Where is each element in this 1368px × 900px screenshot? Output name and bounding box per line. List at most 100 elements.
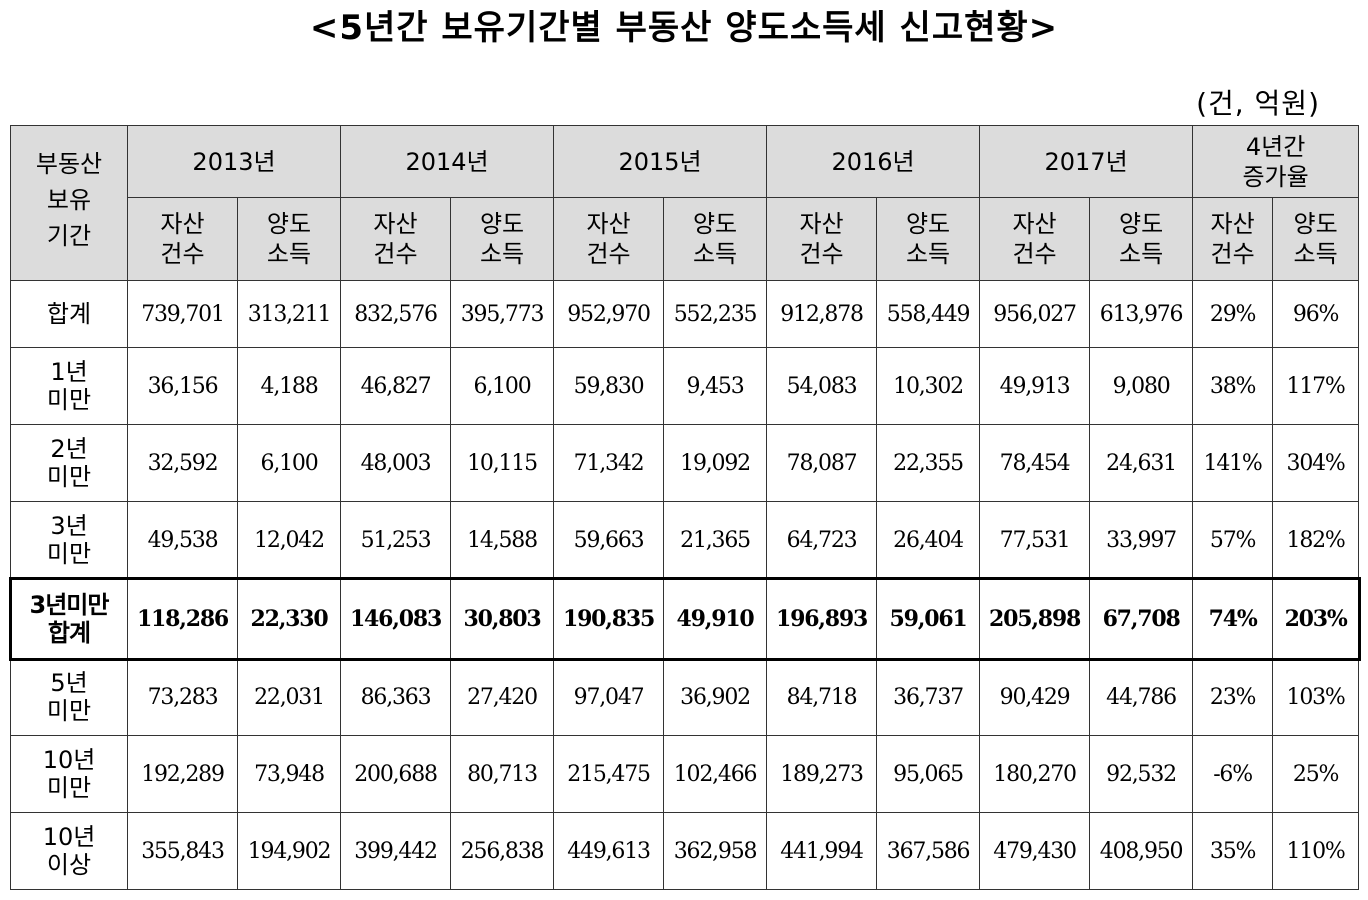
transfer-income-cell: 30,803 [450, 578, 555, 659]
row-label: 합계 [10, 280, 128, 348]
subheader-line: 양도 [692, 210, 738, 238]
row-label-line: 2년 [50, 435, 88, 463]
asset-count-cell: 49,913 [979, 347, 1091, 425]
growth-rate-cell: 117% [1272, 347, 1360, 425]
asset-count-cell: 59,830 [553, 347, 665, 425]
growth-rate-cell: 304% [1272, 424, 1360, 502]
table-header: 부동산 보유 기간 2013년 2014년 2015년 2016년 2017년 … [10, 125, 1360, 281]
subheader-line: 소득 [905, 240, 951, 268]
header-growth-rate-line: 증가율 [1242, 162, 1309, 191]
asset-count-cell: 73,283 [127, 658, 238, 736]
asset-count-cell: 449,613 [553, 812, 665, 890]
subheader-line: 자산 [586, 210, 631, 238]
transfer-income-cell: 9,453 [663, 347, 768, 425]
transfer-income-cell: 102,466 [663, 735, 768, 813]
asset-count-cell: 97,047 [553, 658, 665, 736]
table-row: 1년 미만 36,156 4,188 46,827 6,100 59,830 9,453 54,… [10, 347, 1360, 425]
header-holding-period-line: 보유 [46, 186, 92, 214]
asset-count-cell: 146,083 [340, 578, 452, 659]
subheader-transfer-income: 양도 소득 [663, 197, 768, 281]
transfer-income-cell: 558,449 [876, 280, 981, 348]
asset-count-cell: 215,475 [553, 735, 665, 813]
asset-count-cell: 739,701 [127, 280, 238, 348]
transfer-income-cell: 36,902 [663, 658, 768, 736]
asset-count-cell: 48,003 [340, 424, 452, 502]
subheader-line: 양도 [479, 210, 525, 238]
subheader-line: 건수 [1210, 240, 1255, 268]
growth-rate-cell: 141% [1192, 424, 1274, 502]
subheader-line: 양도 [1293, 210, 1338, 238]
asset-count-cell: 64,723 [766, 501, 878, 579]
growth-rate-cell: 203% [1272, 578, 1360, 659]
row-label-line: 5년 [50, 669, 88, 697]
subheader-line: 자산 [1012, 210, 1057, 238]
asset-count-cell: 441,994 [766, 812, 878, 890]
table-row: 5년 미만 73,283 22,031 86,363 27,420 97,047 36,902… [10, 658, 1360, 736]
asset-count-cell: 180,270 [979, 735, 1091, 813]
report-table-container: 부동산 보유 기간 2013년 2014년 2015년 2016년 2017년 … [8, 125, 1361, 890]
growth-rate-cell: 110% [1272, 812, 1360, 890]
header-year-2017: 2017년 [979, 125, 1194, 198]
table-body: 합계 739,701 313,211 832,576 395,773 952,970 552… [8, 280, 1361, 890]
transfer-income-cell: 73,948 [236, 735, 342, 813]
transfer-income-cell: 67,708 [1089, 578, 1194, 659]
header-growth-rate-line: 4년간 [1245, 132, 1306, 161]
asset-count-cell: 78,454 [979, 424, 1091, 502]
subheader-line: 자산 [160, 210, 205, 238]
transfer-income-cell: 14,588 [450, 501, 555, 579]
asset-count-cell: 54,083 [766, 347, 878, 425]
growth-rate-cell: 35% [1192, 812, 1274, 890]
transfer-income-cell: 552,235 [663, 280, 768, 348]
row-label-line: 합계 [46, 300, 92, 328]
asset-count-cell: 952,970 [553, 280, 665, 348]
transfer-income-cell: 80,713 [450, 735, 555, 813]
subheader-transfer-income: 양도 소득 [450, 197, 555, 281]
asset-count-cell: 200,688 [340, 735, 452, 813]
row-label: 3년미만 합계 [10, 578, 128, 659]
asset-count-cell: 196,893 [766, 578, 878, 659]
unit-label: (건, 억원) [1196, 87, 1320, 120]
transfer-income-cell: 10,115 [450, 424, 555, 502]
transfer-income-cell: 6,100 [236, 424, 342, 502]
transfer-income-cell: 12,042 [236, 501, 342, 579]
growth-rate-cell: 38% [1192, 347, 1274, 425]
header-year-2016: 2016년 [766, 125, 981, 198]
asset-count-cell: 90,429 [979, 658, 1091, 736]
asset-count-cell: 71,342 [553, 424, 665, 502]
row-label-line: 1년 [50, 358, 88, 386]
subheader-asset-count: 자산 건수 [766, 197, 878, 281]
asset-count-cell: 355,843 [127, 812, 238, 890]
row-label-line: 미만 [46, 540, 92, 568]
transfer-income-cell: 21,365 [663, 501, 768, 579]
transfer-income-cell: 24,631 [1089, 424, 1194, 502]
row-label-line: 3년미만 [29, 590, 110, 619]
subheader-asset-count: 자산 건수 [553, 197, 665, 281]
document-title: <5년간 보유기간별 부동산 양도소득세 신고현황> [309, 8, 1059, 48]
subheader-line: 자산 [373, 210, 418, 238]
transfer-income-cell: 95,065 [876, 735, 981, 813]
transfer-income-cell: 367,586 [876, 812, 981, 890]
growth-rate-cell: 182% [1272, 501, 1360, 579]
row-label-line: 합계 [47, 618, 91, 647]
transfer-income-cell: 92,532 [1089, 735, 1194, 813]
asset-count-cell: 118,286 [127, 578, 238, 659]
subheader-asset-count: 자산 건수 [1192, 197, 1274, 281]
subheader-line: 자산 [799, 210, 844, 238]
table-row: 10년 미만 192,289 73,948 200,688 80,713 215,475 10… [10, 735, 1360, 813]
row-label: 10년 미만 [10, 735, 128, 813]
row-label: 2년 미만 [10, 424, 128, 502]
asset-count-cell: 36,156 [127, 347, 238, 425]
row-label: 1년 미만 [10, 347, 128, 425]
row-label-line: 10년 [42, 823, 96, 851]
subheader-asset-count: 자산 건수 [340, 197, 452, 281]
row-label-line: 이상 [46, 851, 92, 879]
table-row: 합계 739,701 313,211 832,576 395,773 952,970 552… [10, 280, 1360, 348]
subheader-line: 건수 [586, 240, 631, 268]
row-label-line: 3년 [50, 512, 88, 540]
transfer-income-cell: 36,737 [876, 658, 981, 736]
asset-count-cell: 190,835 [553, 578, 665, 659]
transfer-income-cell: 362,958 [663, 812, 768, 890]
row-label-line: 미만 [46, 463, 92, 491]
header-holding-period-line: 부동산 [35, 150, 103, 178]
asset-count-cell: 49,538 [127, 501, 238, 579]
